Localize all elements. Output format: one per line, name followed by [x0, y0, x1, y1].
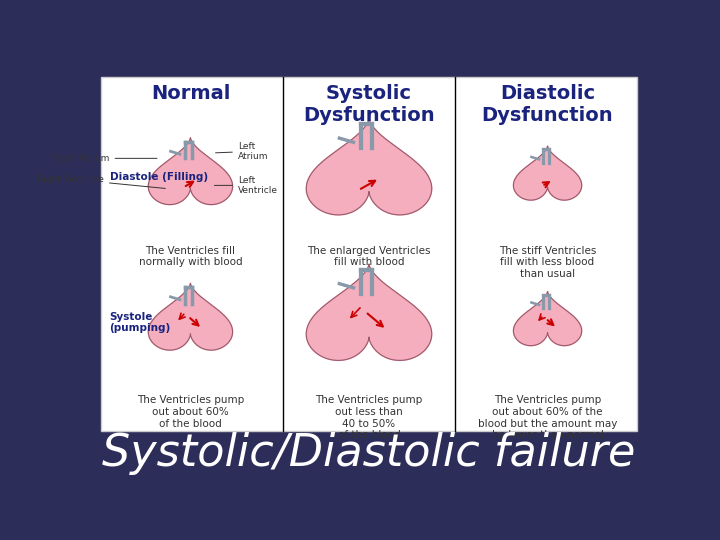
Polygon shape — [148, 138, 233, 205]
Polygon shape — [148, 284, 233, 350]
Text: The Ventricles pump
out less than
40 to 50%
of the blood: The Ventricles pump out less than 40 to … — [315, 395, 423, 440]
Polygon shape — [513, 146, 582, 200]
Text: Left
Atrium: Left Atrium — [215, 141, 269, 161]
Text: Systole
(pumping): Systole (pumping) — [109, 312, 171, 333]
FancyBboxPatch shape — [101, 77, 637, 431]
Text: The stiff Ventricles
fill with less blood
than usual: The stiff Ventricles fill with less bloo… — [499, 246, 596, 279]
Text: Right Ventricle: Right Ventricle — [37, 174, 166, 188]
Text: Left
Ventricle: Left Ventricle — [215, 176, 278, 195]
Text: Diastolic
Dysfunction: Diastolic Dysfunction — [482, 84, 613, 125]
Text: Systolic
Dysfunction: Systolic Dysfunction — [303, 84, 435, 125]
Polygon shape — [306, 264, 432, 360]
Text: The enlarged Ventricles
fill with blood: The enlarged Ventricles fill with blood — [307, 246, 431, 267]
Text: Normal: Normal — [150, 84, 230, 103]
Polygon shape — [513, 292, 582, 346]
Polygon shape — [306, 119, 432, 215]
Text: Right Atrium: Right Atrium — [52, 154, 157, 163]
Text: The Ventricles pump
out about 60%
of the blood: The Ventricles pump out about 60% of the… — [137, 395, 244, 429]
Text: The Ventricles pump
out about 60% of the
blood but the amount may
be lower than : The Ventricles pump out about 60% of the… — [478, 395, 617, 440]
Text: Systolic/Diastolic failure: Systolic/Diastolic failure — [102, 432, 636, 475]
Text: The Ventricles fill
normally with blood: The Ventricles fill normally with blood — [139, 246, 242, 267]
Text: Diastole (Filling): Diastole (Filling) — [109, 172, 207, 182]
